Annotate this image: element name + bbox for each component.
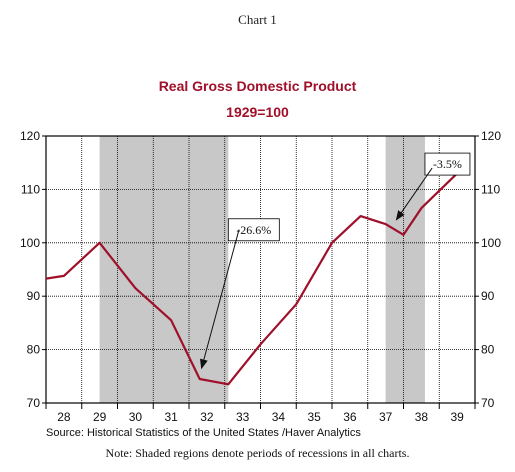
x-tick-label: 34 bbox=[272, 410, 286, 424]
x-tick-label: 28 bbox=[57, 410, 71, 424]
y-tick-label-right: 110 bbox=[481, 182, 500, 196]
y-tick-label-right: 90 bbox=[481, 289, 495, 303]
chart-label: Chart 1 bbox=[238, 12, 277, 27]
y-tick-label-left: 70 bbox=[27, 396, 41, 410]
x-tick-label: 39 bbox=[450, 410, 464, 424]
y-tick-label-left: 120 bbox=[20, 129, 40, 143]
recession-note: Note: Shaded regions denote periods of r… bbox=[105, 446, 410, 460]
y-tick-label-right: 80 bbox=[481, 343, 495, 357]
x-tick-label: 30 bbox=[129, 410, 143, 424]
x-tick-label: 33 bbox=[236, 410, 250, 424]
chart-title: Real Gross Domestic Product bbox=[158, 78, 357, 94]
x-tick-label: 36 bbox=[343, 410, 357, 424]
recession-layer bbox=[99, 136, 425, 403]
x-tick-label: 38 bbox=[415, 410, 429, 424]
annotation-arrow-1 bbox=[200, 229, 240, 370]
chart-subtitle: 1929=100 bbox=[226, 104, 289, 120]
x-tick-label: 29 bbox=[93, 410, 107, 424]
y-tick-label-right: 70 bbox=[481, 396, 495, 410]
axes-layer: 70 70 80 80 90 90 100 100 110 110 120 120 28 29 30 31 32… bbox=[20, 129, 501, 424]
plot-frame bbox=[45, 135, 476, 404]
y-tick-label-left: 110 bbox=[21, 182, 40, 196]
annotation-arrow-2 bbox=[395, 167, 433, 221]
annotation-box-2 bbox=[424, 152, 471, 176]
series-layer bbox=[45, 166, 471, 386]
x-tick-label: 32 bbox=[200, 410, 214, 424]
series-line-1 bbox=[45, 166, 471, 386]
y-tick-label-left: 80 bbox=[27, 343, 41, 357]
y-tick-label-right: 100 bbox=[481, 236, 501, 250]
x-tick-label: 31 bbox=[164, 410, 178, 424]
y-tick-label-left: 90 bbox=[27, 289, 41, 303]
annotation-box-1 bbox=[227, 218, 280, 242]
y-tick-label-left: 100 bbox=[20, 236, 40, 250]
recession-band-1 bbox=[99, 136, 229, 403]
annotation-label: -3.5% bbox=[433, 157, 462, 171]
x-tick-label: 37 bbox=[379, 410, 393, 424]
annotation-label: -26.6% bbox=[236, 223, 271, 237]
y-tick-label-right: 120 bbox=[481, 129, 501, 143]
x-tick-label: 35 bbox=[307, 410, 321, 424]
recession-band-2 bbox=[385, 136, 425, 403]
annotation-layer: -26.6% -3.5% bbox=[200, 152, 471, 370]
source-note: Source: Historical Statistics of the Uni… bbox=[46, 427, 361, 439]
